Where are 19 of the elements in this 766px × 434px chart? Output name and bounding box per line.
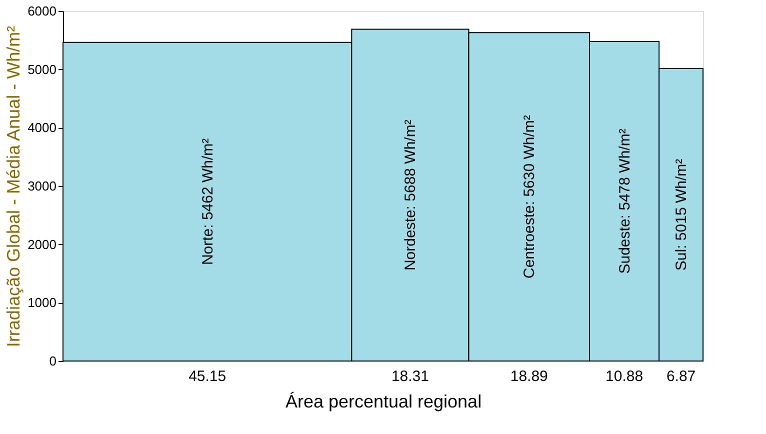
data-label: Sul: 5015 Wh/m²	[673, 158, 690, 271]
y-tick-label: 3000	[28, 178, 56, 194]
data-label: Nordeste: 5688 Wh/m²	[402, 120, 420, 271]
y-tick-label: 0	[49, 354, 56, 368]
x-tick-label: 18.89	[510, 368, 548, 385]
y-tick-label: 4000	[28, 120, 56, 136]
x-axis-title: Área percentual regional	[285, 392, 482, 412]
y-tick-label: 6000	[28, 4, 56, 18]
x-tick-label: 10.88	[606, 368, 644, 385]
y-tick-label: 5000	[28, 62, 56, 77]
data-label: Centroeste: 5630 Wh/m²	[521, 115, 538, 278]
x-tick-label: 6.87	[666, 368, 696, 385]
y-axis-title: Irradiação Global - Média Anual - Wh/m²	[4, 26, 24, 348]
data-label: Sudeste: 5478 Wh/m²	[616, 128, 634, 274]
x-tick-label: 18.31	[391, 368, 429, 385]
y-tick-label: 2000	[28, 236, 56, 252]
data-label: Norte: 5462 Wh/m²	[199, 138, 216, 266]
y-tick-label: 1000	[28, 295, 56, 310]
x-tick-label: 45.15	[188, 368, 226, 385]
